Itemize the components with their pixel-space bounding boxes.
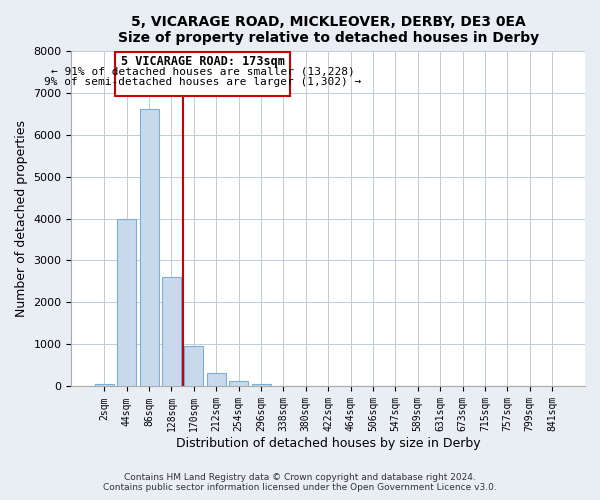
Bar	[184, 346, 203, 387]
Bar	[95, 384, 114, 386]
Bar	[162, 278, 181, 386]
Bar	[140, 110, 158, 386]
Bar	[207, 372, 226, 386]
Bar	[117, 218, 136, 386]
Text: ← 91% of detached houses are smaller (13,228): ← 91% of detached houses are smaller (13…	[51, 66, 355, 76]
Y-axis label: Number of detached properties: Number of detached properties	[15, 120, 28, 317]
Text: Contains HM Land Registry data © Crown copyright and database right 2024.
Contai: Contains HM Land Registry data © Crown c…	[103, 473, 497, 492]
Text: 5 VICARAGE ROAD: 173sqm: 5 VICARAGE ROAD: 173sqm	[121, 54, 285, 68]
X-axis label: Distribution of detached houses by size in Derby: Distribution of detached houses by size …	[176, 437, 481, 450]
Text: 9% of semi-detached houses are larger (1,302) →: 9% of semi-detached houses are larger (1…	[44, 77, 361, 87]
Title: 5, VICARAGE ROAD, MICKLEOVER, DERBY, DE3 0EA
Size of property relative to detach: 5, VICARAGE ROAD, MICKLEOVER, DERBY, DE3…	[118, 15, 539, 45]
FancyBboxPatch shape	[115, 52, 290, 96]
Bar	[229, 381, 248, 386]
Bar	[251, 384, 271, 386]
